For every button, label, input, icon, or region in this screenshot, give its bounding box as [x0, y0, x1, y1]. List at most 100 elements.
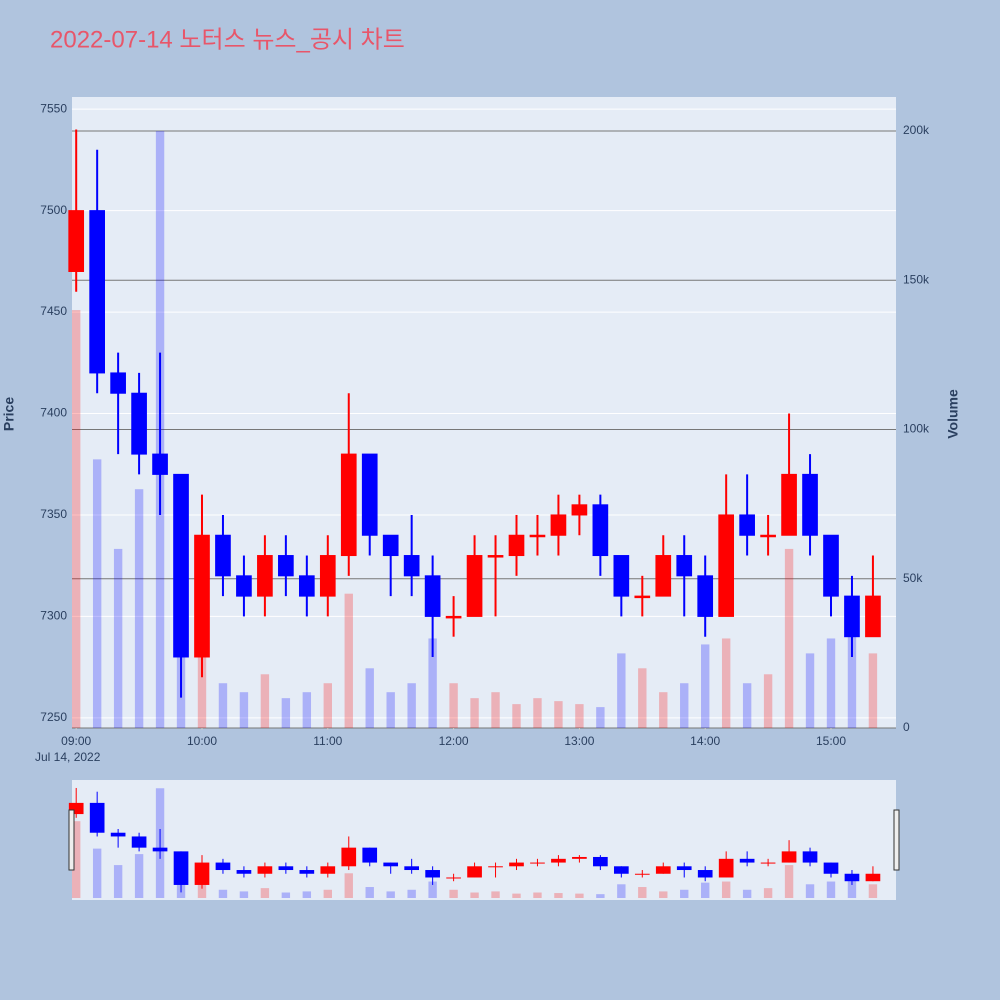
- mini-candle-body: [236, 870, 252, 874]
- volume-bar: [281, 698, 291, 728]
- mini-candle-body: [634, 873, 650, 875]
- mini-candle-body: [404, 866, 420, 871]
- volume-bar: [344, 593, 353, 728]
- volume-bar: [239, 692, 249, 728]
- y-axis-title: Price: [1, 397, 17, 431]
- mini-candle-body: [173, 851, 189, 885]
- candle-body: [823, 534, 839, 597]
- y-tick-label: 7500: [40, 203, 67, 217]
- slider-handle[interactable]: [893, 809, 900, 871]
- mini-volume-bar: [742, 889, 752, 898]
- y2-tick-label: 200k: [903, 123, 930, 137]
- volume-bar: [659, 692, 668, 728]
- volume-bar: [72, 310, 81, 728]
- volume-bar: [680, 683, 689, 728]
- mini-candle-body: [131, 836, 147, 848]
- volume-bar: [784, 548, 794, 728]
- candle-body: [424, 575, 441, 617]
- mini-volume-bar: [302, 891, 312, 898]
- mini-candle-body: [194, 862, 210, 885]
- candle-body: [697, 575, 714, 617]
- mini-volume-bar: [386, 891, 395, 898]
- mini-candle-body: [760, 862, 776, 864]
- candle-body: [466, 555, 483, 617]
- mini-volume-bar: [428, 881, 437, 898]
- mini-volume-bar: [470, 892, 479, 898]
- mini-volume-bar: [763, 888, 773, 898]
- x-tick-label: 14:00: [690, 734, 720, 748]
- volume-bar: [868, 653, 878, 728]
- candle-body: [215, 534, 231, 577]
- volume-bar: [826, 638, 836, 728]
- candle-body: [89, 210, 105, 374]
- mini-candle-body: [718, 858, 734, 878]
- candle-body: [361, 453, 378, 536]
- candle-body: [236, 575, 252, 597]
- candle-body: [739, 514, 755, 536]
- mini-volume-bar: [407, 889, 416, 898]
- mini-volume-bar: [491, 891, 500, 898]
- x-tick-label: 09:00: [61, 734, 91, 748]
- volume-bar: [554, 701, 563, 728]
- volume-bar: [742, 683, 752, 728]
- volume-bar: [92, 459, 102, 728]
- candle-body: [382, 534, 399, 557]
- mini-volume-bar: [260, 888, 270, 898]
- candle-body: [634, 595, 651, 599]
- candle-body: [802, 473, 818, 536]
- mini-volume-bar: [449, 889, 458, 898]
- y2-tick-label: 100k: [903, 422, 930, 436]
- volume-bar: [805, 653, 815, 728]
- candle-body: [278, 555, 294, 577]
- mini-volume-bar: [533, 892, 542, 898]
- candle-body: [340, 453, 357, 557]
- volume-bar: [365, 668, 374, 728]
- mini-candle-body: [467, 866, 482, 878]
- candle-body: [487, 555, 504, 558]
- mini-candle-body: [383, 862, 399, 867]
- mini-volume-bar: [365, 887, 374, 898]
- mini-candle-body: [551, 858, 566, 863]
- volume-bar: [512, 704, 521, 728]
- candle-body: [592, 504, 609, 557]
- mini-volume-bar: [239, 891, 249, 898]
- volume-bar: [428, 638, 437, 728]
- mini-volume-bar: [868, 884, 878, 898]
- candle-body: [110, 372, 126, 394]
- candle-body: [655, 555, 672, 597]
- x-tick-label: 15:00: [816, 734, 846, 748]
- mini-candle-body: [593, 856, 608, 867]
- mini-volume-bar: [826, 881, 836, 898]
- candle-body: [194, 534, 210, 658]
- candle-body: [257, 555, 273, 597]
- mini-volume-bar: [554, 893, 563, 898]
- mini-volume-bar: [638, 887, 647, 898]
- mini-candle-body: [257, 866, 273, 874]
- mini-volume-bar: [281, 892, 291, 898]
- mini-candle-body: [572, 856, 587, 859]
- mini-volume-bar: [344, 873, 353, 898]
- candle-body: [676, 555, 693, 577]
- mini-volume-bar: [721, 881, 731, 898]
- y-tick-label: 7350: [40, 507, 67, 521]
- mini-candle-body: [613, 866, 629, 874]
- volume-bar: [323, 683, 332, 728]
- y-tick-label: 7300: [40, 609, 67, 623]
- y2-tick-label: 0: [903, 720, 910, 734]
- volume-bar: [470, 698, 479, 728]
- candle-body: [781, 473, 797, 536]
- y2-tick-label: 50k: [903, 571, 923, 585]
- mini-candle-body: [844, 873, 860, 882]
- slider-handle[interactable]: [68, 809, 75, 871]
- volume-bar: [721, 638, 731, 728]
- mini-candle-body: [215, 862, 231, 871]
- mini-candle-body: [89, 802, 105, 833]
- x-date-label: Jul 14, 2022: [35, 750, 101, 764]
- candle-body: [844, 595, 860, 638]
- volume-bar: [575, 704, 584, 728]
- candle-body: [613, 555, 630, 597]
- candle-body: [571, 504, 588, 516]
- mini-candle-body: [362, 847, 378, 863]
- mini-volume-bar: [134, 854, 144, 898]
- candle-body: [760, 534, 776, 538]
